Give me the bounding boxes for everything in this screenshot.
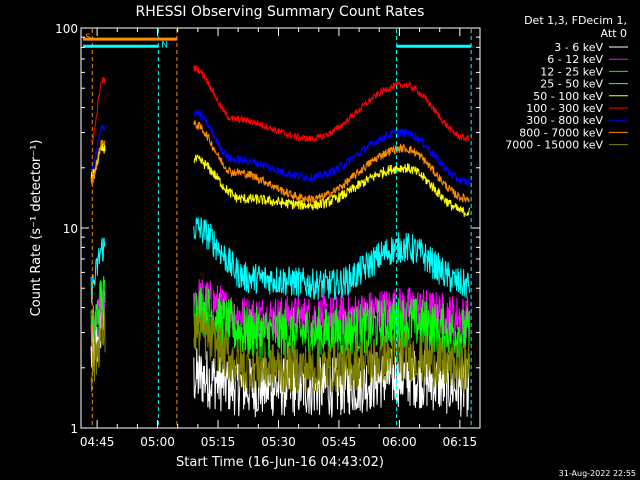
chart-title: RHESSI Observing Summary Count Rates xyxy=(136,4,425,20)
series-25-50-kev xyxy=(90,216,470,304)
x-tick-label-0530: 05:30 xyxy=(261,435,296,449)
marker-label-n: N xyxy=(161,40,168,50)
legend-label-3-6: 3 - 6 keV xyxy=(554,41,603,54)
series-line-main-300-800 xyxy=(193,109,470,187)
x-axis-label: Start Time (16-Jun-16 04:43:02) xyxy=(176,455,384,470)
legend-label-7000-15000: 7000 - 15000 keV xyxy=(505,139,603,152)
series-7000-15000-kev xyxy=(90,308,470,394)
x-tick-label-0615: 06:15 xyxy=(443,435,478,449)
series-line-main-50-100 xyxy=(193,154,470,217)
marker-label-s: S xyxy=(85,33,91,43)
series-300-800-kev xyxy=(90,109,470,187)
series-line-main-100-300 xyxy=(193,65,470,142)
legend-label-300-800: 300 - 800 keV xyxy=(526,114,603,127)
marker-layer: SN xyxy=(83,29,472,427)
legend-header-line-1: Det 1,3, FDecim 1, xyxy=(524,14,627,27)
series-line-early-7000-15000 xyxy=(90,308,106,392)
x-tick-label-0545: 05:45 xyxy=(322,435,357,449)
series-line-main-12-25 xyxy=(193,287,470,361)
legend-label-800-7000: 800 - 7000 keV xyxy=(519,126,603,139)
series-line-early-300-800 xyxy=(90,124,106,172)
x-tick-label-0600: 06:00 xyxy=(382,435,417,449)
x-tick-label-0500: 05:00 xyxy=(140,435,175,449)
series-12-25-kev xyxy=(90,276,470,361)
legend-label-50-100: 50 - 100 keV xyxy=(533,90,603,103)
legend-label-12-25: 12 - 25 keV xyxy=(540,65,603,78)
legend-label-6-12: 6 - 12 keV xyxy=(547,53,603,66)
series-layer xyxy=(90,65,470,418)
y-tick-label-1: 1 xyxy=(70,422,78,436)
y-axis-label: Count Rate (s⁻¹ detector⁻¹) xyxy=(29,140,44,317)
series-800-7000-kev xyxy=(90,120,470,203)
series-line-main-7000-15000 xyxy=(193,310,470,394)
y-tick-label-10: 10 xyxy=(63,222,78,236)
footer-timestamp: 31-Aug-2022 22:55 xyxy=(559,469,636,478)
series-line-main-25-50 xyxy=(193,216,470,301)
x-tick-label-0515: 05:15 xyxy=(201,435,236,449)
legend-label-25-50: 25 - 50 keV xyxy=(540,78,603,91)
series-line-early-50-100 xyxy=(90,143,106,180)
series-50-100-kev xyxy=(90,143,470,217)
series-line-main-800-7000 xyxy=(193,120,470,203)
legend-header-line-2: Att 0 xyxy=(601,27,627,40)
series-line-early-100-300 xyxy=(90,76,106,143)
series-100-300-kev xyxy=(90,65,470,143)
series-line-early-25-50 xyxy=(90,237,106,304)
axis-layer: 04:45 05:00 05:15 05:30 05:45 06:00 06:15 1 10 10… xyxy=(55,22,481,449)
series-line-early-12-25 xyxy=(90,276,106,346)
legend-label-100-300: 100 - 300 keV xyxy=(526,102,603,115)
x-tick-label-0445: 04:45 xyxy=(80,435,115,449)
y-tick-label-100: 100 xyxy=(55,22,78,36)
series-line-early-800-7000 xyxy=(90,139,106,186)
